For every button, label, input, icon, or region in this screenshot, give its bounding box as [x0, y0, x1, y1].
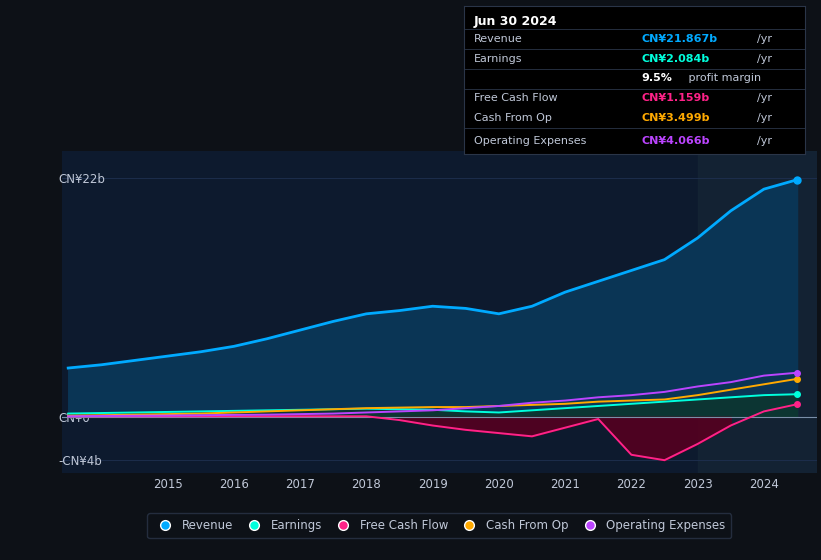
Text: /yr: /yr — [757, 136, 772, 146]
Text: CN¥3.499b: CN¥3.499b — [641, 113, 709, 123]
Text: /yr: /yr — [757, 94, 772, 104]
Text: profit margin: profit margin — [686, 73, 761, 83]
Text: /yr: /yr — [757, 113, 772, 123]
Text: CN¥4.066b: CN¥4.066b — [641, 136, 709, 146]
Text: CN¥2.084b: CN¥2.084b — [641, 54, 709, 64]
Text: Revenue: Revenue — [474, 34, 523, 44]
Text: Free Cash Flow: Free Cash Flow — [474, 94, 557, 104]
Text: /yr: /yr — [757, 34, 772, 44]
Legend: Revenue, Earnings, Free Cash Flow, Cash From Op, Operating Expenses: Revenue, Earnings, Free Cash Flow, Cash … — [147, 514, 732, 538]
Text: 9.5%: 9.5% — [641, 73, 672, 83]
Bar — [698, 151, 817, 473]
Text: CN¥1.159b: CN¥1.159b — [641, 94, 709, 104]
Text: /yr: /yr — [757, 54, 772, 64]
Text: Jun 30 2024: Jun 30 2024 — [474, 15, 557, 28]
Text: Earnings: Earnings — [474, 54, 523, 64]
Text: Cash From Op: Cash From Op — [474, 113, 552, 123]
Text: Operating Expenses: Operating Expenses — [474, 136, 586, 146]
Text: CN¥21.867b: CN¥21.867b — [641, 34, 718, 44]
